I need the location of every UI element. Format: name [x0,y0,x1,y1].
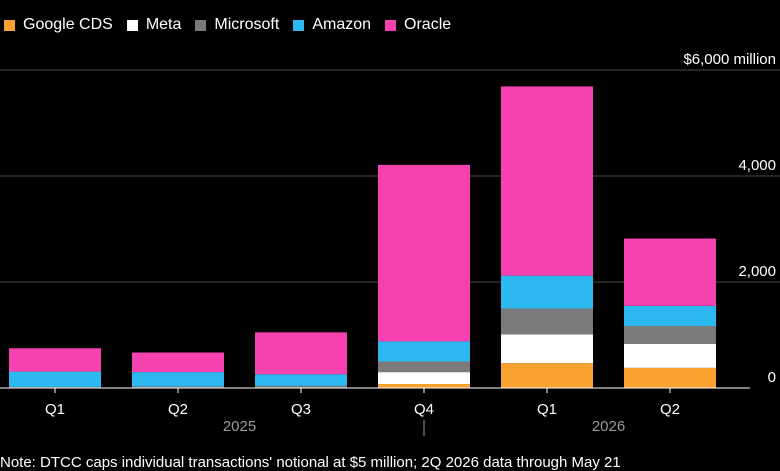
legend-label: Meta [145,16,182,33]
year-group-label: 2025 [223,418,256,435]
chart-note: Note: DTCC caps individual transactions'… [0,454,621,471]
legend-label: Amazon [312,16,372,33]
x-tick-label: Q2 [168,401,188,418]
bar-segment-microsoft-4 [501,308,593,335]
bar-segment-microsoft-1 [132,386,224,388]
bar-segment-oracle-3 [378,164,470,342]
legend-swatch [126,19,138,31]
bar-segment-google-cds-4 [501,363,593,388]
legend-item-google-cds: Google CDS [4,16,113,34]
legend-item-microsoft: Microsoft [195,16,279,34]
x-tick-label: Q3 [291,401,311,418]
bar-segment-oracle-2 [255,332,347,375]
legend-swatch [385,19,397,31]
bar-segment-oracle-1 [132,352,224,373]
bar-segment-amazon-1 [132,372,224,387]
bar-segment-oracle-0 [9,348,101,372]
bar-segment-oracle-4 [501,86,593,276]
legend-item-amazon: Amazon [293,16,371,34]
bar-segment-microsoft-5 [624,325,716,345]
bar-segment-microsoft-2 [255,385,347,388]
legend-swatch [4,19,15,31]
bar-segment-amazon-2 [255,374,347,386]
legend-item-meta: Meta [126,16,182,34]
legend-swatch [195,19,207,31]
legend-label: Google CDS [23,16,113,33]
bar-segment-amazon-3 [378,341,470,362]
y-tick-label: $6,000 million [683,51,776,68]
x-tick-label: Q1 [45,401,65,418]
legend-swatch [293,19,305,31]
bar-segment-amazon-4 [501,275,593,309]
bar-segment-microsoft-3 [378,361,470,373]
y-tick-label: 4,000 [738,157,776,174]
x-tick-label: Q2 [660,401,680,418]
bar-segment-amazon-0 [9,371,101,387]
bar-segment-google-cds-5 [624,367,716,388]
bar-segment-meta-5 [624,344,716,368]
x-tick-label: Q1 [537,401,557,418]
y-tick-label: 2,000 [738,263,776,280]
bar-segment-microsoft-0 [9,386,101,388]
stacked-bar-chart: 0 2,000 4,000 $6,000 million Q1 Q2 Q3 Q4 Q1 Q2 202… [0,51,780,436]
legend-label: Microsoft [214,16,280,33]
year-group-label: 2026 [592,418,625,435]
legend-label: Oracle [404,16,452,33]
bar-segment-meta-3 [378,372,470,385]
x-tick-label: Q4 [414,401,434,418]
y-tick-label: 0 [768,369,776,386]
bar-segment-oracle-5 [624,238,716,306]
bar-segment-meta-4 [501,334,593,364]
bar-segment-amazon-5 [624,305,716,326]
bar-segment-google-cds-3 [378,384,470,388]
chart-legend: Google CDS Meta Microsoft Amazon Oracle [4,16,465,34]
legend-item-oracle: Oracle [385,16,451,34]
